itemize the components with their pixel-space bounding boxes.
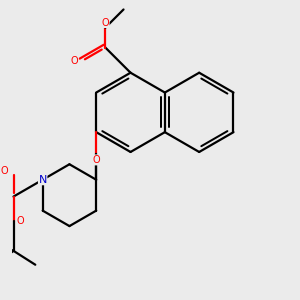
Text: O: O <box>92 155 100 165</box>
Text: O: O <box>1 166 9 176</box>
Text: O: O <box>70 56 78 66</box>
Text: O: O <box>16 216 24 226</box>
Text: O: O <box>101 17 109 28</box>
Text: N: N <box>38 175 47 185</box>
